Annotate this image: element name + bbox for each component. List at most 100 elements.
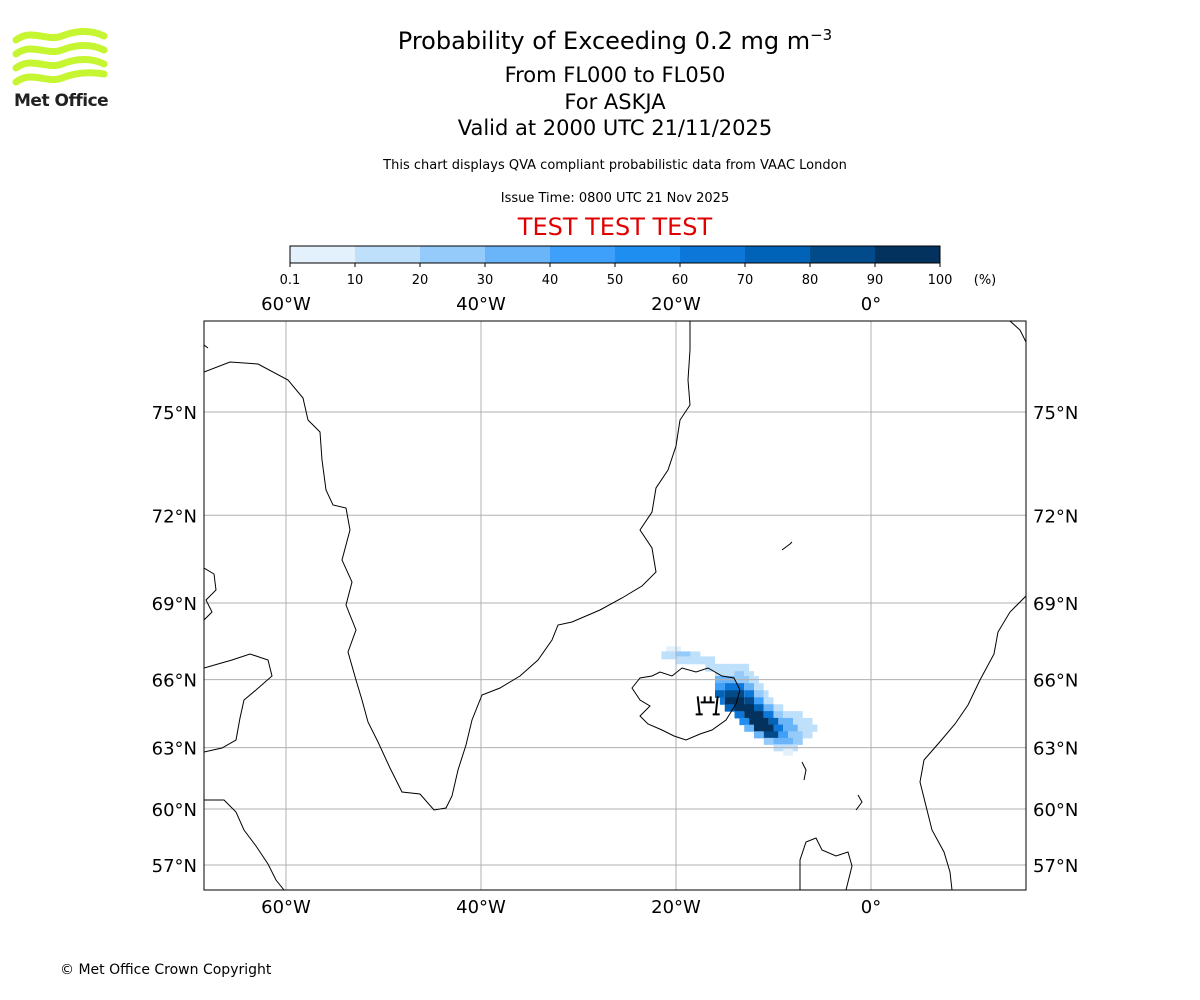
colorbar-bin (680, 246, 746, 263)
plume-cell (744, 724, 754, 732)
lat-label-right: 75°N (1033, 403, 1078, 424)
colorbar-tick-label: 10 (347, 273, 364, 288)
lon-label-top: 60°W (261, 294, 311, 315)
colorbar-bin (290, 246, 356, 263)
coastlines (204, 321, 1026, 890)
plume-cell (715, 683, 725, 691)
lon-label-top: 0° (861, 294, 881, 315)
volcano-marker (695, 696, 720, 716)
lon-label-top: 20°W (651, 294, 701, 315)
plume-cell (768, 717, 779, 726)
coastline-canada (204, 653, 273, 753)
coastline-jan-mayen (781, 541, 793, 551)
colorbar-tick-label: 20 (412, 273, 429, 288)
plume-cell (783, 724, 798, 732)
lon-label-top: 40°W (456, 294, 506, 315)
plume-cell (754, 724, 774, 732)
lon-label-bottom: 20°W (651, 897, 701, 918)
title-text: Probability of Exceeding 0.2 mg m (397, 27, 811, 55)
lat-label-left: 60°N (152, 800, 197, 821)
plume-cell (715, 690, 725, 698)
colorbar-tick-label: 60 (672, 273, 689, 288)
plume-cell (802, 731, 813, 739)
plume-cell (724, 690, 745, 698)
plume-cell (773, 724, 784, 732)
plume-cell (724, 704, 735, 712)
lat-label-left: 66°N (152, 671, 197, 692)
lat-label-right: 60°N (1033, 800, 1078, 821)
plume-cell (783, 711, 803, 719)
chart-note: This chart displays QVA compliant probab… (383, 158, 847, 173)
valid-time: Valid at 2000 UTC 21/11/2025 (457, 116, 773, 140)
plume-cell (719, 697, 725, 705)
lon-label-bottom: 0° (861, 897, 881, 918)
plume-cell (739, 717, 750, 726)
chart-title: Probability of Exceeding 0.2 mg m−3 (0, 26, 1200, 55)
plume-cell (744, 711, 764, 719)
plume-cell (763, 731, 779, 739)
colorbar-bin (615, 246, 681, 263)
plume-cell (749, 717, 769, 726)
colorbar-bin (810, 246, 876, 263)
map-frame (203, 320, 1027, 891)
plume-cell (754, 683, 764, 691)
lon-label-bottom: 40°W (456, 897, 506, 918)
coastline-shetland (855, 794, 863, 811)
plume-cell (788, 731, 803, 739)
plume-cell (783, 748, 793, 756)
colorbar-bin (485, 246, 551, 263)
plume-cell (690, 651, 701, 660)
plume-cell (793, 737, 803, 745)
plume-cell (676, 656, 715, 665)
coastline-greenland-north (204, 344, 209, 349)
colorbar-tick-label: 50 (607, 273, 624, 288)
colorbar-bin (355, 246, 421, 263)
colorbar-tick-label: 70 (737, 273, 754, 288)
lat-label-right: 57°N (1033, 856, 1078, 877)
plume-cell (778, 731, 789, 739)
axis-labels: 60°W 60°W 40°W 40°W 20°W 20°W 0° 0° 75°N 75°N 72°N… (152, 294, 1079, 918)
plume-cell (754, 690, 764, 698)
coastline-svalbard (1009, 321, 1026, 343)
plume-cell (744, 697, 754, 705)
coastline-iceland (631, 667, 741, 741)
met-office-logo (12, 28, 112, 114)
plume-cell (724, 697, 745, 705)
plume-cell (773, 704, 784, 712)
plume-cell (661, 651, 676, 660)
colorbar-tick-label: 0.1 (280, 273, 301, 288)
colorbar-tick-label: 30 (477, 273, 494, 288)
plume-cell (754, 704, 764, 712)
plume-cell (763, 704, 774, 712)
colorbar-bin (875, 246, 941, 263)
colorbar-bin (745, 246, 811, 263)
colorbar-tick-label: 100 (928, 273, 953, 288)
volcano-name: For ASKJA (564, 90, 666, 114)
colorbar-tick-label: 40 (542, 273, 559, 288)
plume-cell (744, 683, 754, 691)
logo-text: Met Office (14, 91, 109, 111)
lat-label-right: 66°N (1033, 671, 1078, 692)
plume-cell (705, 663, 750, 672)
lat-label-left: 57°N (152, 856, 197, 877)
plume-cell (754, 697, 764, 705)
plume-cell (754, 731, 764, 739)
plume-cell (763, 690, 769, 698)
plume-cell (734, 711, 745, 719)
flight-levels: From FL000 to FL050 (504, 63, 726, 87)
volcano-icon (695, 696, 720, 716)
colorbar-tick-label: 80 (802, 273, 819, 288)
coastline-faroe (801, 761, 807, 781)
colorbar-bin (550, 246, 616, 263)
lat-label-right: 72°N (1033, 506, 1078, 527)
plume-cell (676, 651, 691, 660)
plume-cell (744, 671, 754, 679)
lat-label-left: 63°N (152, 739, 197, 760)
graticule (204, 321, 1026, 890)
lon-label-bottom: 60°W (261, 897, 311, 918)
copyright: © Met Office Crown Copyright (60, 962, 272, 978)
coastline-baffin (204, 567, 217, 621)
title-superscript: −3 (810, 26, 833, 44)
